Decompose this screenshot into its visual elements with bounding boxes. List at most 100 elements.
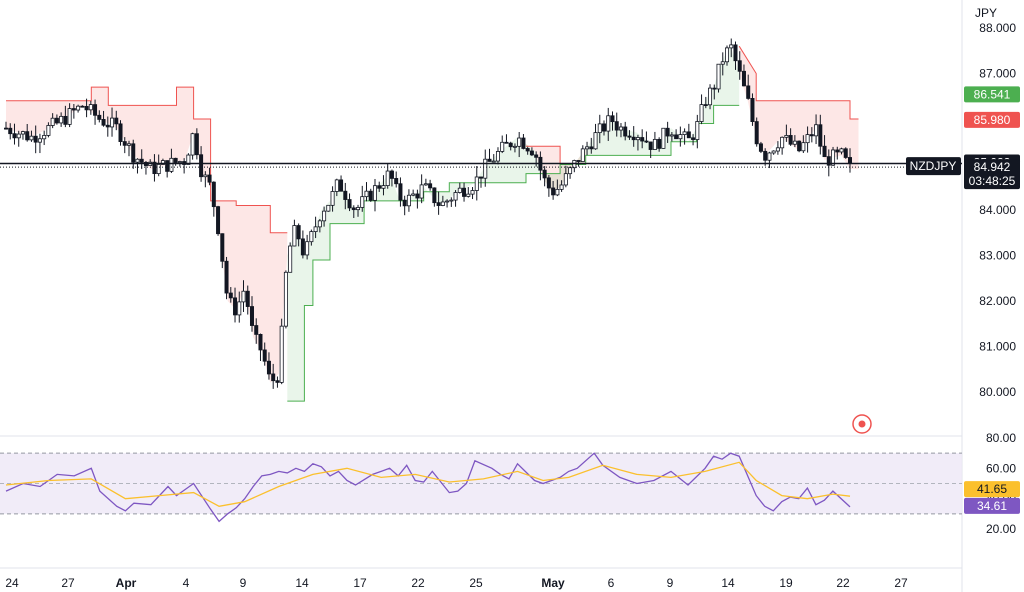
candle-body	[84, 106, 89, 111]
candle-body	[186, 154, 191, 165]
candle-body	[826, 156, 831, 166]
date-tick-label: 14	[295, 576, 309, 590]
candle-body	[46, 125, 51, 136]
candle-body	[775, 147, 780, 152]
candle-body	[25, 131, 30, 141]
price-tick-label: 88.000	[979, 21, 1016, 35]
candle-body	[343, 190, 348, 200]
candle-body	[398, 183, 403, 201]
candle-body	[546, 177, 551, 189]
candle-body	[691, 137, 696, 140]
candle-body	[262, 349, 267, 362]
candle-body	[551, 187, 556, 196]
candle-body	[797, 140, 802, 152]
candle-body	[135, 158, 140, 163]
date-tick-label: 4	[183, 576, 190, 590]
supertrend-upper-tag-bg	[964, 111, 1020, 128]
candle-body	[483, 158, 488, 179]
candle-body	[402, 199, 407, 207]
supertrend-lower-tag: 86.541	[964, 86, 1020, 103]
candle-body	[356, 207, 361, 211]
rsi-ma-tag: 41.65	[964, 481, 1020, 498]
candle-body	[763, 150, 768, 161]
rsi-tag-text: 34.61	[977, 499, 1007, 513]
candle-body	[618, 126, 623, 131]
candle-body	[737, 60, 742, 72]
candle-body	[831, 149, 836, 166]
candle-body	[20, 131, 25, 135]
candle-body	[648, 141, 653, 150]
candle-body	[512, 145, 517, 148]
candle-body	[695, 121, 700, 140]
candle-body	[110, 117, 115, 128]
candle-body	[792, 140, 797, 145]
currency-label: JPY	[975, 6, 997, 20]
candle-body	[254, 325, 259, 335]
candle-body	[457, 187, 462, 193]
candle-body	[788, 135, 793, 145]
candle-body	[105, 124, 110, 128]
candle-body	[576, 160, 581, 162]
candle-body	[4, 127, 9, 130]
date-tick-label: 25	[469, 576, 483, 590]
candle-body	[525, 148, 530, 152]
supertrend-upper-line	[738, 45, 859, 120]
candle-body	[614, 121, 619, 131]
main-pane[interactable]	[0, 0, 962, 436]
candle-body	[54, 117, 59, 124]
price-tick-label: 83.000	[979, 249, 1016, 263]
candle-body	[389, 170, 394, 179]
candle-body	[814, 124, 819, 137]
date-tick-label: 27	[61, 576, 75, 590]
candle-body	[67, 108, 72, 125]
date-tick-label: 27	[894, 576, 908, 590]
candle-body	[258, 333, 263, 351]
date-tick-label: Apr	[116, 576, 137, 590]
candle-body	[652, 138, 657, 150]
candle-body	[843, 148, 848, 158]
symbol-tag[interactable]: NZDJPY	[906, 157, 961, 176]
candle-body	[97, 114, 102, 120]
candle-body	[93, 104, 98, 116]
candle-body	[805, 134, 810, 144]
candle-body	[657, 138, 662, 149]
supertrend-lower-tag-bg	[964, 86, 1020, 103]
candle-body	[152, 161, 157, 175]
date-tick-label: 9	[667, 576, 674, 590]
candle-body	[674, 134, 679, 140]
candle-body	[59, 115, 64, 124]
candle-body	[160, 160, 165, 165]
candle-body	[63, 115, 68, 125]
candle-body	[207, 174, 212, 183]
candle-body	[801, 142, 806, 152]
candle-body	[635, 137, 640, 141]
candle-body	[330, 191, 335, 206]
candle-body	[364, 190, 369, 198]
candle-body	[741, 70, 746, 87]
last-price-tag-bg	[964, 159, 1020, 190]
candle-body	[491, 160, 496, 163]
candle-body	[631, 136, 636, 141]
candle-body	[432, 187, 437, 204]
candle-body	[266, 360, 271, 375]
rsi-tick-label: 20.00	[986, 522, 1016, 536]
candle-body	[241, 290, 246, 303]
candle-body	[423, 183, 428, 186]
candle-body	[33, 135, 38, 143]
candle-body	[211, 181, 216, 208]
candle-body	[309, 231, 314, 243]
record-icon[interactable]	[852, 414, 872, 434]
candle-body	[729, 44, 734, 49]
candle-body	[406, 194, 411, 207]
candle-body	[279, 325, 284, 383]
candle-body	[555, 188, 560, 196]
candle-body	[470, 190, 475, 195]
candle-body	[228, 292, 233, 299]
candle-body	[597, 123, 602, 134]
supertrend-lower-tag-text: 86.541	[974, 87, 1011, 101]
candle-body	[440, 201, 445, 206]
candle-body	[784, 135, 789, 138]
rsi-tag: 34.61	[964, 497, 1020, 514]
candle-body	[283, 271, 288, 327]
